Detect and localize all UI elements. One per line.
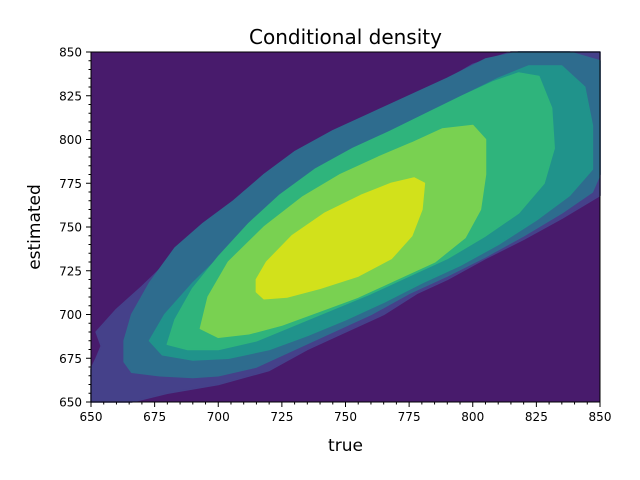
x-tick-label: 775 bbox=[398, 410, 421, 424]
y-tick-label: 800 bbox=[59, 133, 82, 147]
contour-level-6 bbox=[255, 177, 426, 300]
x-axis-label: true bbox=[328, 436, 363, 456]
plot-area bbox=[90, 51, 601, 403]
x-tick-label: 750 bbox=[334, 410, 357, 424]
x-tick-label: 675 bbox=[143, 410, 166, 424]
x-tick-label: 725 bbox=[270, 410, 293, 424]
y-axis: 650 675 700 725 750 775 800 825 850 bbox=[59, 46, 91, 410]
y-tick-label: 825 bbox=[59, 89, 82, 103]
y-tick-label: 700 bbox=[59, 308, 82, 322]
x-tick-label: 850 bbox=[589, 410, 612, 424]
x-tick-label: 650 bbox=[80, 410, 103, 424]
x-tick-label: 700 bbox=[207, 410, 230, 424]
y-tick-label: 725 bbox=[59, 264, 82, 278]
y-tick-label: 750 bbox=[59, 221, 82, 235]
y-tick-label: 650 bbox=[59, 396, 82, 410]
y-tick-label: 850 bbox=[59, 46, 82, 60]
x-axis: 650 675 700 725 750 775 800 825 850 bbox=[80, 402, 612, 424]
chart-title: Conditional density bbox=[249, 25, 442, 49]
y-tick-label: 775 bbox=[59, 177, 82, 191]
y-tick-label: 675 bbox=[59, 352, 82, 366]
x-tick-label: 825 bbox=[525, 410, 548, 424]
y-axis-label: estimated bbox=[25, 184, 45, 270]
contour-layers bbox=[90, 51, 601, 403]
x-tick-label: 800 bbox=[461, 410, 484, 424]
